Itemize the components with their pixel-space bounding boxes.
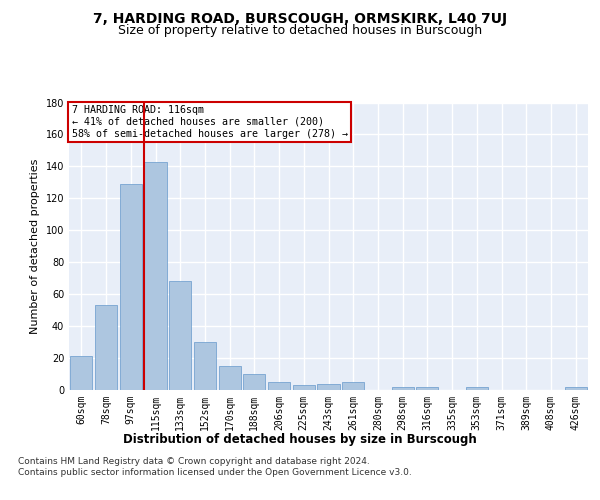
Bar (565, 387, 587, 390)
Text: Distribution of detached houses by size in Burscough: Distribution of detached houses by size … (123, 432, 477, 446)
Bar (119, 184, 142, 390)
Text: 7 HARDING ROAD: 116sqm
← 41% of detached houses are smaller (200)
58% of semi-de: 7 HARDING ROAD: 116sqm ← 41% of detached… (71, 106, 347, 138)
Bar (169, 282, 191, 390)
Bar (243, 374, 265, 390)
Bar (416, 387, 439, 390)
Bar (95, 306, 117, 390)
Bar (218, 366, 241, 390)
Bar (194, 342, 216, 390)
Bar (145, 162, 167, 390)
Text: Contains HM Land Registry data © Crown copyright and database right 2024.
Contai: Contains HM Land Registry data © Crown c… (18, 458, 412, 477)
Bar (293, 385, 315, 390)
Text: Size of property relative to detached houses in Burscough: Size of property relative to detached ho… (118, 24, 482, 37)
Text: 7, HARDING ROAD, BURSCOUGH, ORMSKIRK, L40 7UJ: 7, HARDING ROAD, BURSCOUGH, ORMSKIRK, L4… (93, 12, 507, 26)
Bar (466, 387, 488, 390)
Y-axis label: Number of detached properties: Number of detached properties (30, 158, 40, 334)
Bar (392, 387, 414, 390)
Bar (70, 356, 92, 390)
Bar (342, 382, 364, 390)
Bar (317, 384, 340, 390)
Bar (268, 382, 290, 390)
